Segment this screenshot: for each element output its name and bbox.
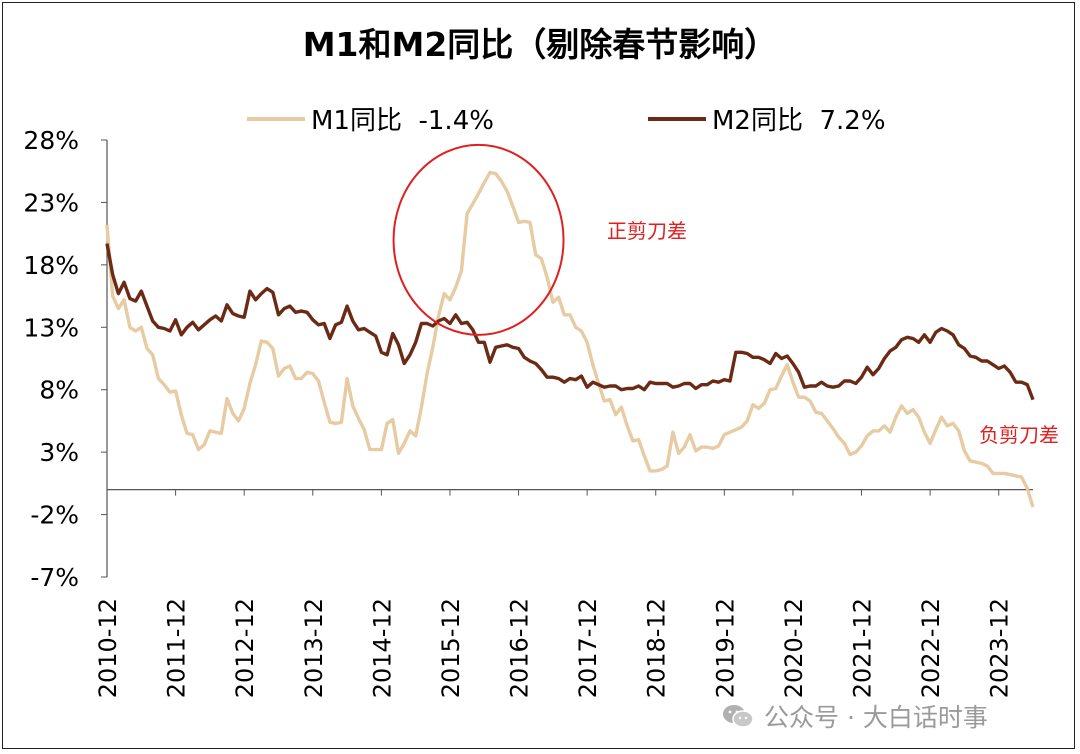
legend-item-m1: M1同比 -1.4% [247, 100, 494, 137]
y-tick-label: 8% [39, 376, 79, 405]
y-tick-label: -2% [30, 501, 79, 530]
legend-swatch-m1 [247, 116, 305, 121]
legend-item-m2: M2同比 7.2% [648, 100, 886, 137]
x-tick-label: 2013-12 [300, 598, 328, 698]
legend-label-m1: M1同比 -1.4% [311, 106, 494, 136]
x-tick-label: 2018-12 [643, 598, 671, 698]
x-tick-label: 2016-12 [506, 598, 534, 698]
legend-swatch-m2 [648, 116, 706, 121]
x-tick-label: 2010-12 [94, 598, 122, 698]
watermark: 公众号 · 大白话时事 [722, 698, 988, 734]
chart-title: M1和M2同比（剔除春节影响） [302, 25, 778, 64]
x-tick-label: 2015-12 [437, 598, 465, 698]
annotation-positive-scissors: 正剪刀差 [607, 219, 687, 243]
annotation-negative-scissors: 负剪刀差 [979, 423, 1059, 447]
series-line-m2 [105, 243, 1035, 401]
wechat-icon [723, 705, 754, 728]
x-tick-label: 2023-12 [986, 598, 1014, 698]
y-tick-label: 23% [23, 188, 79, 217]
watermark-text: 公众号 · 大白话时事 [764, 703, 988, 732]
x-tick-label: 2011-12 [163, 598, 191, 698]
x-tick-label: 2022-12 [917, 598, 945, 698]
x-tick-label: 2012-12 [231, 598, 259, 698]
y-tick-label: 13% [23, 313, 79, 342]
annotation-circle [392, 143, 565, 336]
x-tick-label: 2019-12 [711, 598, 739, 698]
y-tick-label: -7% [30, 563, 79, 592]
x-tick-label: 2021-12 [849, 598, 877, 698]
y-tick-label: 28% [23, 126, 79, 155]
legend-label-m2: M2同比 7.2% [712, 106, 886, 136]
x-tick-label: 2020-12 [780, 598, 808, 698]
x-tick-label: 2017-12 [574, 598, 602, 698]
x-tick-label: 2014-12 [368, 598, 396, 698]
series-line-m1 [105, 170, 1035, 508]
y-tick-label: 18% [23, 251, 79, 280]
y-tick-label: 3% [39, 438, 79, 467]
